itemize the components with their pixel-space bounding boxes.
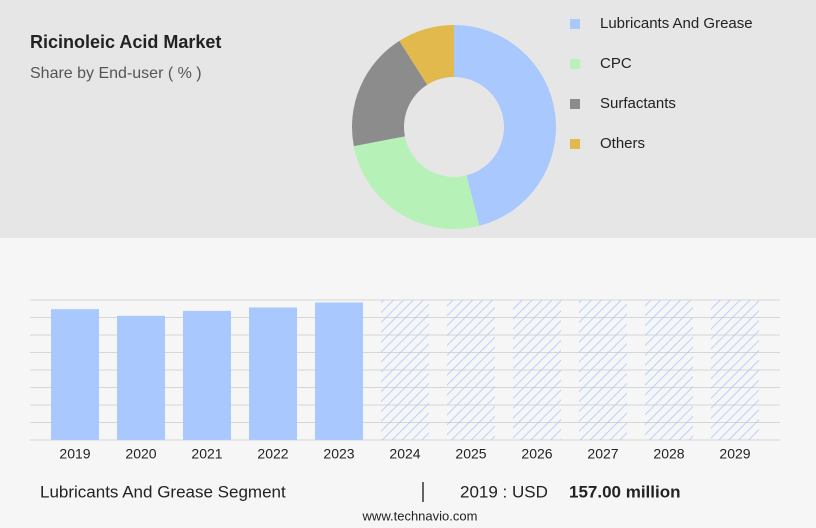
x-tick-label: 2024: [389, 446, 420, 462]
x-tick-label: 2025: [455, 446, 486, 462]
x-tick-label: 2029: [719, 446, 750, 462]
x-tick-label: 2022: [257, 446, 288, 462]
chart-title: Ricinoleic Acid Market: [30, 32, 221, 52]
segment-label: Lubricants And Grease Segment: [40, 482, 286, 501]
x-tick-label: 2020: [125, 446, 156, 462]
x-tick-label: 2027: [587, 446, 618, 462]
x-tick-label: 2019: [59, 446, 90, 462]
legend-swatch: [570, 99, 580, 109]
x-tick-label: 2021: [191, 446, 222, 462]
bar: [315, 302, 363, 440]
x-tick-label: 2028: [653, 446, 684, 462]
forecast-placeholder: [447, 300, 495, 440]
donut-segment: [399, 25, 454, 85]
x-tick-label: 2023: [323, 446, 354, 462]
bar: [51, 309, 99, 440]
bar: [117, 315, 165, 440]
x-tick-label: 2026: [521, 446, 552, 462]
forecast-placeholder: [645, 300, 693, 440]
forecast-placeholder: [579, 300, 627, 440]
forecast-placeholder: [513, 300, 561, 440]
legend-label: CPC: [600, 55, 632, 72]
bar: [183, 310, 231, 440]
highlight-value: 157.00 million: [569, 482, 681, 501]
chart-subtitle: Share by End-user ( % ): [30, 65, 202, 82]
donut-segment: [352, 40, 428, 147]
donut-segment: [353, 136, 480, 229]
legend-swatch: [570, 19, 580, 29]
forecast-placeholder: [381, 300, 429, 440]
legend-label: Surfactants: [600, 95, 676, 112]
legend-swatch: [570, 139, 580, 149]
bar: [249, 307, 297, 440]
legend-label: Others: [600, 135, 645, 152]
forecast-placeholder: [711, 300, 759, 440]
source: www.technavio.com: [362, 508, 478, 523]
legend-swatch: [570, 59, 580, 69]
highlight-label: 2019 : USD: [460, 482, 548, 501]
legend-label: Lubricants And Grease: [600, 15, 753, 32]
donut-segment: [454, 25, 556, 226]
